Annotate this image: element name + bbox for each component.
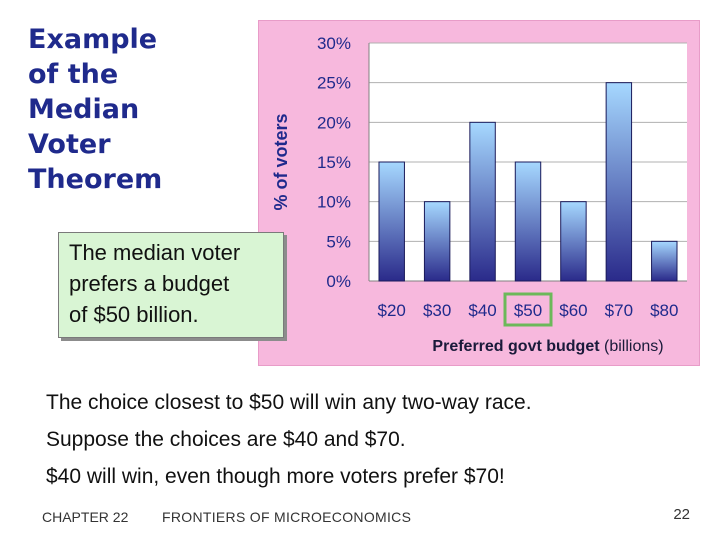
x-axis-label-units: (billions) bbox=[600, 338, 664, 355]
footer-topic: FRONTIERS OF MICROECONOMICS bbox=[162, 509, 412, 525]
highlight-box bbox=[503, 292, 553, 327]
bar bbox=[378, 161, 405, 282]
bar bbox=[514, 161, 542, 282]
y-tick-label: 10% bbox=[317, 193, 351, 212]
bullet-item: Suppose the choices are $40 and $70. bbox=[46, 428, 406, 451]
x-tick-label: $80 bbox=[650, 301, 678, 320]
bullet-item: $40 will win, even though more voters pr… bbox=[46, 465, 505, 488]
callout-line: The median voter bbox=[69, 240, 241, 265]
title-line: of the bbox=[28, 59, 119, 90]
y-axis-label: % of voters bbox=[271, 113, 291, 210]
callout-line: of $50 billion. bbox=[69, 302, 199, 327]
x-tick-label: $50 bbox=[514, 301, 542, 320]
x-tick-label: $60 bbox=[559, 301, 587, 320]
title-line: Voter bbox=[28, 129, 111, 160]
median-voter-callout: The median voter prefers a budget of $50… bbox=[58, 232, 284, 338]
bullet-list: The choice closest to $50 will win any t… bbox=[46, 386, 706, 497]
bar-chart: 0% 5% 10% 15% 20% 25% 30% $20 $30 $40 $50 $60 $70 $80… bbox=[271, 34, 687, 355]
y-tick-label: 5% bbox=[326, 232, 351, 251]
x-tick-label: $70 bbox=[605, 301, 633, 320]
bar bbox=[560, 201, 587, 282]
x-tick-label: $40 bbox=[468, 301, 496, 320]
page-number: 22 bbox=[673, 506, 690, 523]
footer-chapter: CHAPTER 22 bbox=[42, 509, 129, 525]
bar bbox=[651, 240, 678, 282]
x-axis-label: Preferred govt budget (billions) bbox=[432, 338, 663, 355]
y-tick-label: 0% bbox=[326, 272, 351, 291]
chart-panel: 0% 5% 10% 15% 20% 25% 30% $20 $30 $40 $50 $60 $70 $80… bbox=[258, 20, 700, 366]
x-axis-label-bold: Preferred govt budget bbox=[432, 338, 600, 355]
title-line: Median bbox=[28, 94, 140, 125]
y-tick-label: 25% bbox=[317, 74, 351, 93]
y-tick-label: 15% bbox=[317, 153, 351, 172]
bar bbox=[605, 82, 633, 282]
bar bbox=[469, 121, 496, 282]
title-line: Theorem bbox=[28, 164, 163, 195]
y-tick-label: 30% bbox=[317, 34, 351, 53]
x-tick-label: $30 bbox=[423, 301, 451, 320]
slide-title: Example of the Median Voter Theorem bbox=[28, 22, 248, 197]
callout-line: prefers a budget bbox=[69, 271, 230, 296]
y-tick-label: 20% bbox=[317, 113, 351, 132]
title-line: Example bbox=[28, 24, 158, 55]
x-tick-label: $20 bbox=[378, 301, 406, 320]
bar bbox=[423, 201, 451, 282]
bullet-item: The choice closest to $50 will win any t… bbox=[46, 391, 532, 414]
